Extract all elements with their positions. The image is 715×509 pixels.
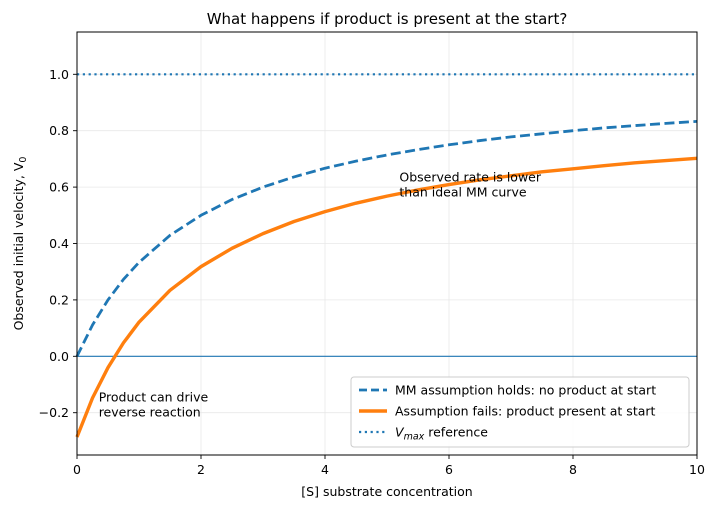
annotation-1: Product can drive reverse reaction: [99, 389, 209, 419]
series-layer: [75, 73, 698, 438]
legend-label-var: V: [395, 425, 405, 440]
legend-label-sub: max: [404, 432, 425, 443]
x-tick-label: 0: [73, 462, 81, 477]
x-tick-label: 6: [445, 462, 453, 477]
y-tick-label: 0.2: [49, 292, 69, 307]
y-tick-label: 1.0: [49, 67, 69, 82]
legend-label-suffix: reference: [424, 425, 488, 440]
legend-label-1: Assumption fails: product present at sta…: [395, 404, 656, 419]
y-axis-label: Observed initial velocity, V0: [11, 157, 29, 331]
x-tick-label: 4: [321, 462, 329, 477]
series-line-1: [75, 156, 698, 438]
y-tick-label: 0.4: [49, 236, 69, 251]
y-tick-label: 0.6: [49, 180, 69, 195]
annotation-line: Product can drive: [99, 389, 209, 404]
annotation-line: reverse reaction: [99, 404, 201, 419]
ticks: 0 2 4 6 8 10 −0.2 0.0 0.2 0.4 0.6 0.8 1.0: [39, 67, 705, 477]
y-tick-label: −0.2: [39, 405, 69, 420]
legend-label-2: Vmax reference: [395, 425, 488, 443]
y-axis-label-subscript: 0: [18, 157, 29, 163]
y-tick-label: 0.0: [49, 349, 69, 364]
chart-title: What happens if product is present at th…: [207, 10, 568, 28]
legend-label-0: MM assumption holds: no product at start: [395, 383, 656, 398]
annotation-line: than ideal MM curve: [399, 184, 526, 199]
x-tick-label: 8: [569, 462, 577, 477]
series-line-0: [75, 119, 698, 357]
x-axis-label: [S] substrate concentration: [301, 484, 472, 499]
x-tick-label: 10: [689, 462, 705, 477]
y-tick-label: 0.8: [49, 123, 69, 138]
legend-box: [350, 376, 690, 448]
annotation-line: Observed rate is lower: [399, 169, 541, 184]
annotations: Observed rate is lower than ideal MM curv…: [99, 169, 542, 419]
x-tick-label: 2: [197, 462, 205, 477]
legend: MM assumption holds: no product at start…: [350, 376, 690, 448]
y-axis-label-text: Observed initial velocity, V: [11, 162, 26, 330]
annotation-0: Observed rate is lower than ideal MM curv…: [399, 169, 541, 199]
